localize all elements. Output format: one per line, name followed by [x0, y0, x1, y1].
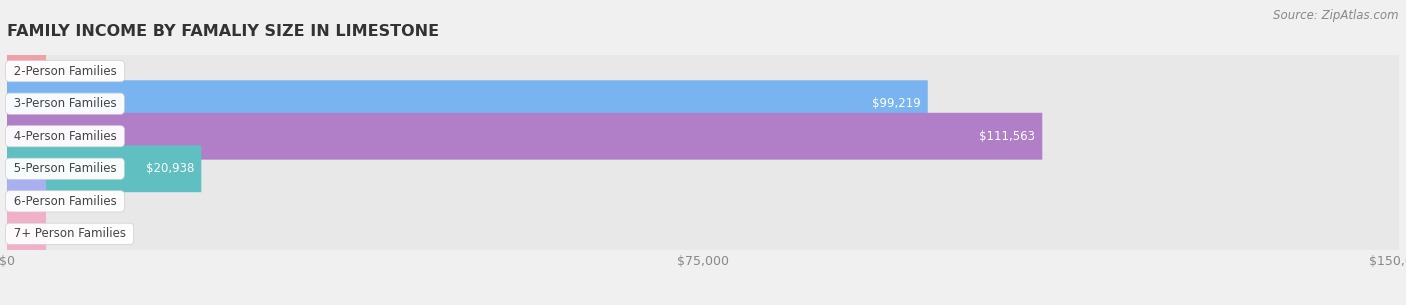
- FancyBboxPatch shape: [7, 80, 928, 127]
- Text: 6-Person Families: 6-Person Families: [10, 195, 121, 208]
- Text: 3-Person Families: 3-Person Families: [10, 97, 120, 110]
- Text: 7+ Person Families: 7+ Person Families: [10, 227, 129, 240]
- FancyBboxPatch shape: [7, 145, 1399, 192]
- FancyBboxPatch shape: [7, 210, 46, 257]
- FancyBboxPatch shape: [7, 145, 201, 192]
- Text: 5-Person Families: 5-Person Families: [10, 162, 120, 175]
- Text: $99,219: $99,219: [872, 97, 921, 110]
- FancyBboxPatch shape: [7, 48, 46, 95]
- Text: $0: $0: [63, 195, 77, 208]
- Text: 4-Person Families: 4-Person Families: [10, 130, 121, 143]
- Text: $0: $0: [63, 227, 77, 240]
- FancyBboxPatch shape: [7, 80, 1399, 127]
- FancyBboxPatch shape: [7, 48, 1399, 95]
- Text: FAMILY INCOME BY FAMALIY SIZE IN LIMESTONE: FAMILY INCOME BY FAMALIY SIZE IN LIMESTO…: [7, 24, 439, 39]
- FancyBboxPatch shape: [7, 210, 1399, 257]
- Text: 2-Person Families: 2-Person Families: [10, 65, 121, 78]
- Text: $0: $0: [63, 65, 77, 78]
- FancyBboxPatch shape: [7, 178, 46, 225]
- FancyBboxPatch shape: [7, 113, 1042, 160]
- Text: $20,938: $20,938: [146, 162, 194, 175]
- FancyBboxPatch shape: [7, 178, 1399, 225]
- Text: Source: ZipAtlas.com: Source: ZipAtlas.com: [1274, 9, 1399, 22]
- FancyBboxPatch shape: [7, 113, 1399, 160]
- Text: $111,563: $111,563: [980, 130, 1035, 143]
